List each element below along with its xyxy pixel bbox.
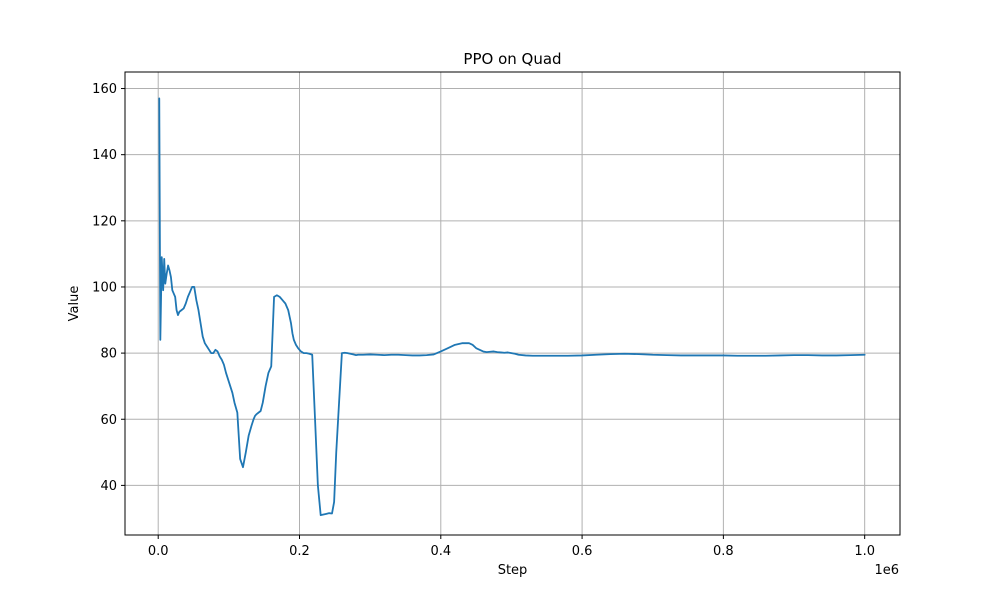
x-tick-label: 0.6 bbox=[572, 544, 593, 559]
y-axis-ticks: 40 60 80 100 120 140 160 bbox=[92, 82, 125, 494]
x-tick-label: 0.0 bbox=[148, 544, 169, 559]
y-tick-label: 140 bbox=[92, 148, 117, 163]
y-tick-label: 160 bbox=[92, 82, 117, 97]
series-line bbox=[158, 97, 866, 517]
x-axis-label: Step bbox=[498, 563, 528, 578]
chart-title: PPO on Quad bbox=[463, 50, 561, 68]
y-tick-label: 40 bbox=[100, 479, 117, 494]
x-tick-label: 0.2 bbox=[289, 544, 310, 559]
y-tick-label: 60 bbox=[100, 413, 117, 428]
x-axis-offset-label: 1e6 bbox=[874, 563, 899, 578]
series-layer bbox=[158, 97, 866, 517]
x-axis-ticks: 0.0 0.2 0.4 0.6 0.8 1.0 bbox=[148, 535, 875, 559]
y-tick-label: 100 bbox=[92, 280, 117, 295]
y-tick-label: 120 bbox=[92, 214, 117, 229]
x-tick-label: 1.0 bbox=[854, 544, 875, 559]
y-tick-label: 80 bbox=[100, 347, 117, 362]
grid-layer bbox=[125, 72, 900, 535]
axes-frame bbox=[124, 71, 901, 536]
y-axis-label: Value bbox=[67, 286, 82, 322]
x-tick-label: 0.4 bbox=[430, 544, 451, 559]
x-tick-label: 0.8 bbox=[713, 544, 734, 559]
